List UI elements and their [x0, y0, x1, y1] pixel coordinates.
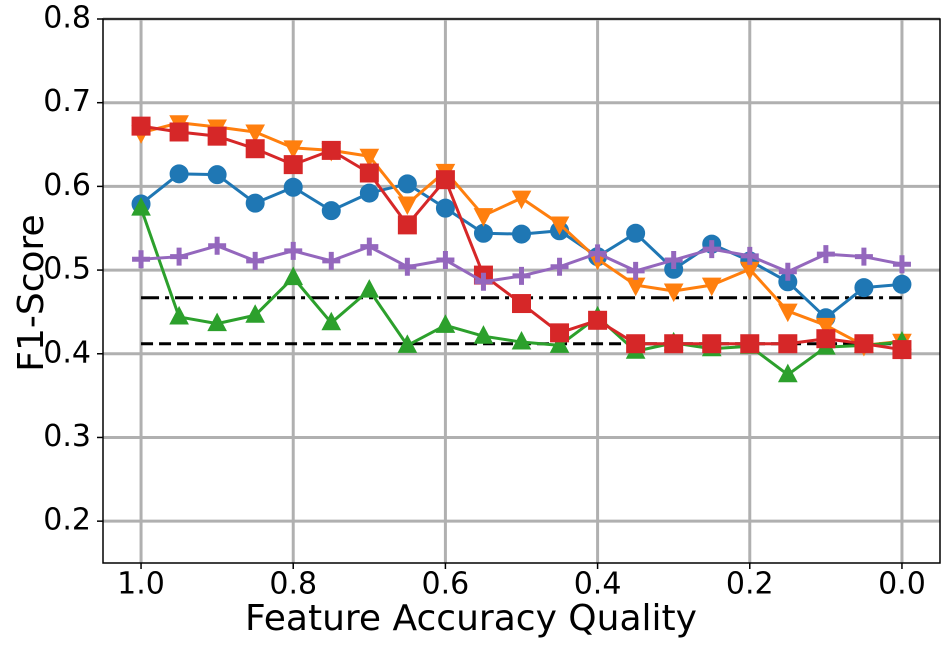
- marker: [854, 247, 873, 266]
- marker: [702, 240, 721, 259]
- marker: [740, 246, 759, 265]
- marker: [740, 334, 760, 354]
- marker: [170, 247, 189, 266]
- marker: [283, 177, 303, 197]
- marker: [474, 272, 493, 291]
- marker: [549, 334, 570, 353]
- marker: [207, 312, 227, 332]
- marker: [626, 334, 646, 354]
- marker: [512, 224, 531, 244]
- marker: [663, 283, 684, 303]
- marker: [777, 303, 798, 323]
- marker: [359, 148, 380, 168]
- marker: [512, 266, 531, 285]
- marker: [816, 245, 835, 264]
- marker: [397, 196, 418, 216]
- marker: [473, 208, 494, 227]
- marker: [435, 314, 456, 333]
- marker: [321, 201, 341, 221]
- marker: [892, 255, 911, 274]
- marker: [435, 170, 455, 190]
- marker: [284, 241, 303, 260]
- marker: [245, 304, 266, 323]
- marker: [283, 155, 303, 175]
- x-tick-label: 0.6: [422, 567, 470, 602]
- marker: [549, 216, 570, 236]
- x-tick-label: 1.0: [117, 567, 165, 602]
- y-tick-label: 0.6: [43, 168, 91, 203]
- marker: [473, 325, 494, 344]
- marker: [397, 215, 417, 235]
- marker: [435, 198, 455, 218]
- marker: [778, 262, 797, 281]
- marker: [397, 334, 418, 353]
- marker: [664, 251, 683, 270]
- marker: [359, 183, 379, 203]
- marker: [169, 122, 189, 142]
- marker: [511, 330, 532, 350]
- plot-frame: [102, 18, 941, 564]
- marker: [359, 279, 380, 298]
- marker: [207, 165, 227, 185]
- marker: [322, 251, 341, 270]
- marker: [245, 124, 266, 144]
- marker: [321, 311, 342, 331]
- marker: [283, 140, 304, 159]
- x-tick-label: 0.2: [726, 567, 774, 602]
- marker: [512, 294, 531, 314]
- x-tick-label: 0.4: [574, 567, 622, 602]
- marker: [245, 193, 265, 213]
- marker: [816, 329, 836, 349]
- y-tick-label: 0.3: [43, 419, 91, 454]
- marker: [664, 334, 684, 354]
- marker: [245, 139, 265, 159]
- marker: [550, 257, 569, 276]
- y-tick-label: 0.5: [43, 252, 91, 287]
- marker: [816, 317, 836, 337]
- marker: [702, 334, 722, 354]
- marker: [626, 223, 646, 243]
- marker: [511, 190, 532, 210]
- marker: [436, 251, 455, 270]
- marker: [777, 363, 798, 383]
- y-tick-label: 0.7: [43, 84, 91, 119]
- marker: [246, 251, 265, 270]
- x-tick-label: 0.0: [878, 567, 926, 602]
- y-tick-label: 0.2: [43, 503, 91, 538]
- marker: [397, 174, 417, 194]
- marker: [892, 274, 912, 294]
- marker: [131, 197, 151, 216]
- marker: [207, 126, 227, 146]
- marker: [169, 164, 189, 184]
- marker: [360, 237, 379, 256]
- marker: [778, 334, 798, 354]
- marker: [892, 340, 912, 360]
- x-axis-label: Feature Accuracy Quality: [245, 598, 697, 639]
- marker: [398, 257, 417, 276]
- y-axis-label: F1-Score: [11, 214, 52, 371]
- marker: [588, 244, 607, 263]
- y-tick-label: 0.4: [43, 335, 91, 370]
- marker: [283, 266, 304, 286]
- marker: [321, 140, 341, 160]
- marker: [208, 236, 227, 255]
- marker: [132, 250, 151, 269]
- marker: [854, 334, 874, 354]
- marker: [473, 223, 493, 243]
- marker: [131, 116, 151, 136]
- marker: [359, 163, 379, 183]
- marker: [626, 261, 645, 280]
- marker: [550, 323, 570, 343]
- x-tick-label: 0.8: [269, 567, 317, 602]
- marker: [854, 278, 874, 298]
- y-tick-label: 0.8: [43, 1, 91, 36]
- marker: [169, 305, 189, 325]
- marker: [588, 310, 608, 330]
- marker: [701, 277, 722, 297]
